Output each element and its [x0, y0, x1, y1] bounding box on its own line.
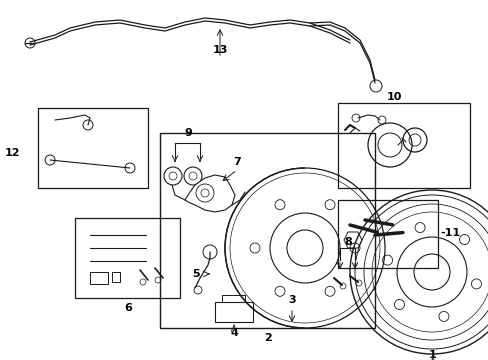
Bar: [75, 218, 180, 298]
Text: 12: 12: [4, 148, 20, 158]
Text: 13: 13: [212, 45, 227, 55]
Text: 6: 6: [124, 303, 132, 313]
Text: -11: -11: [439, 228, 459, 238]
Text: 3: 3: [287, 295, 295, 305]
Text: 2: 2: [264, 333, 271, 343]
Bar: [337, 103, 469, 188]
Bar: [90, 272, 108, 284]
Text: 7: 7: [233, 157, 241, 167]
Text: 1: 1: [428, 350, 436, 360]
Text: 9: 9: [183, 128, 192, 138]
Text: 8: 8: [344, 237, 351, 247]
Polygon shape: [184, 175, 235, 212]
Text: 10: 10: [386, 92, 401, 102]
Text: 4: 4: [229, 328, 238, 338]
Bar: [112, 272, 120, 282]
Bar: [38, 108, 148, 188]
Text: 5: 5: [192, 269, 200, 279]
Bar: [160, 133, 374, 328]
Bar: [337, 200, 437, 268]
Bar: [215, 302, 252, 322]
Polygon shape: [343, 232, 361, 248]
